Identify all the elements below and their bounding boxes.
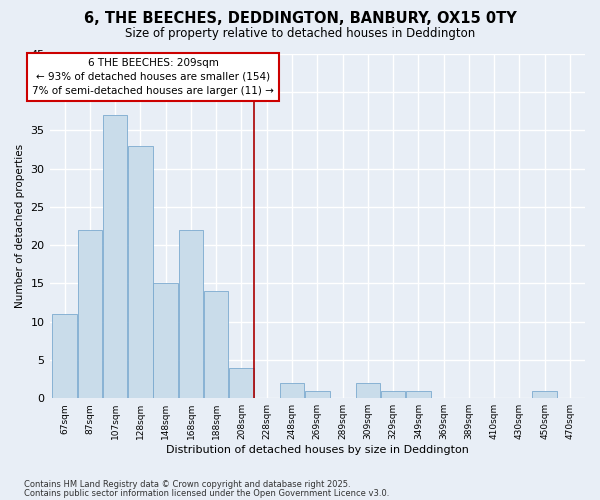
Bar (103, 115, 127, 398)
Bar (381, 390, 405, 398)
Text: Contains public sector information licensed under the Open Government Licence v3: Contains public sector information licen… (24, 488, 389, 498)
Bar (204, 291, 229, 398)
Bar (78, 230, 102, 398)
Bar (280, 383, 304, 398)
Text: Size of property relative to detached houses in Deddington: Size of property relative to detached ho… (125, 28, 475, 40)
Text: 6, THE BEECHES, DEDDINGTON, BANBURY, OX15 0TY: 6, THE BEECHES, DEDDINGTON, BANBURY, OX1… (83, 11, 517, 26)
Bar (406, 390, 431, 398)
Bar (229, 368, 254, 398)
Bar (128, 146, 153, 398)
Text: 6 THE BEECHES: 209sqm
← 93% of detached houses are smaller (154)
7% of semi-deta: 6 THE BEECHES: 209sqm ← 93% of detached … (32, 58, 274, 96)
Bar (179, 230, 203, 398)
Bar (305, 390, 329, 398)
Y-axis label: Number of detached properties: Number of detached properties (15, 144, 25, 308)
Bar (532, 390, 557, 398)
Bar (356, 383, 380, 398)
X-axis label: Distribution of detached houses by size in Deddington: Distribution of detached houses by size … (166, 445, 469, 455)
Bar (154, 284, 178, 398)
Text: Contains HM Land Registry data © Crown copyright and database right 2025.: Contains HM Land Registry data © Crown c… (24, 480, 350, 489)
Bar (52, 314, 77, 398)
